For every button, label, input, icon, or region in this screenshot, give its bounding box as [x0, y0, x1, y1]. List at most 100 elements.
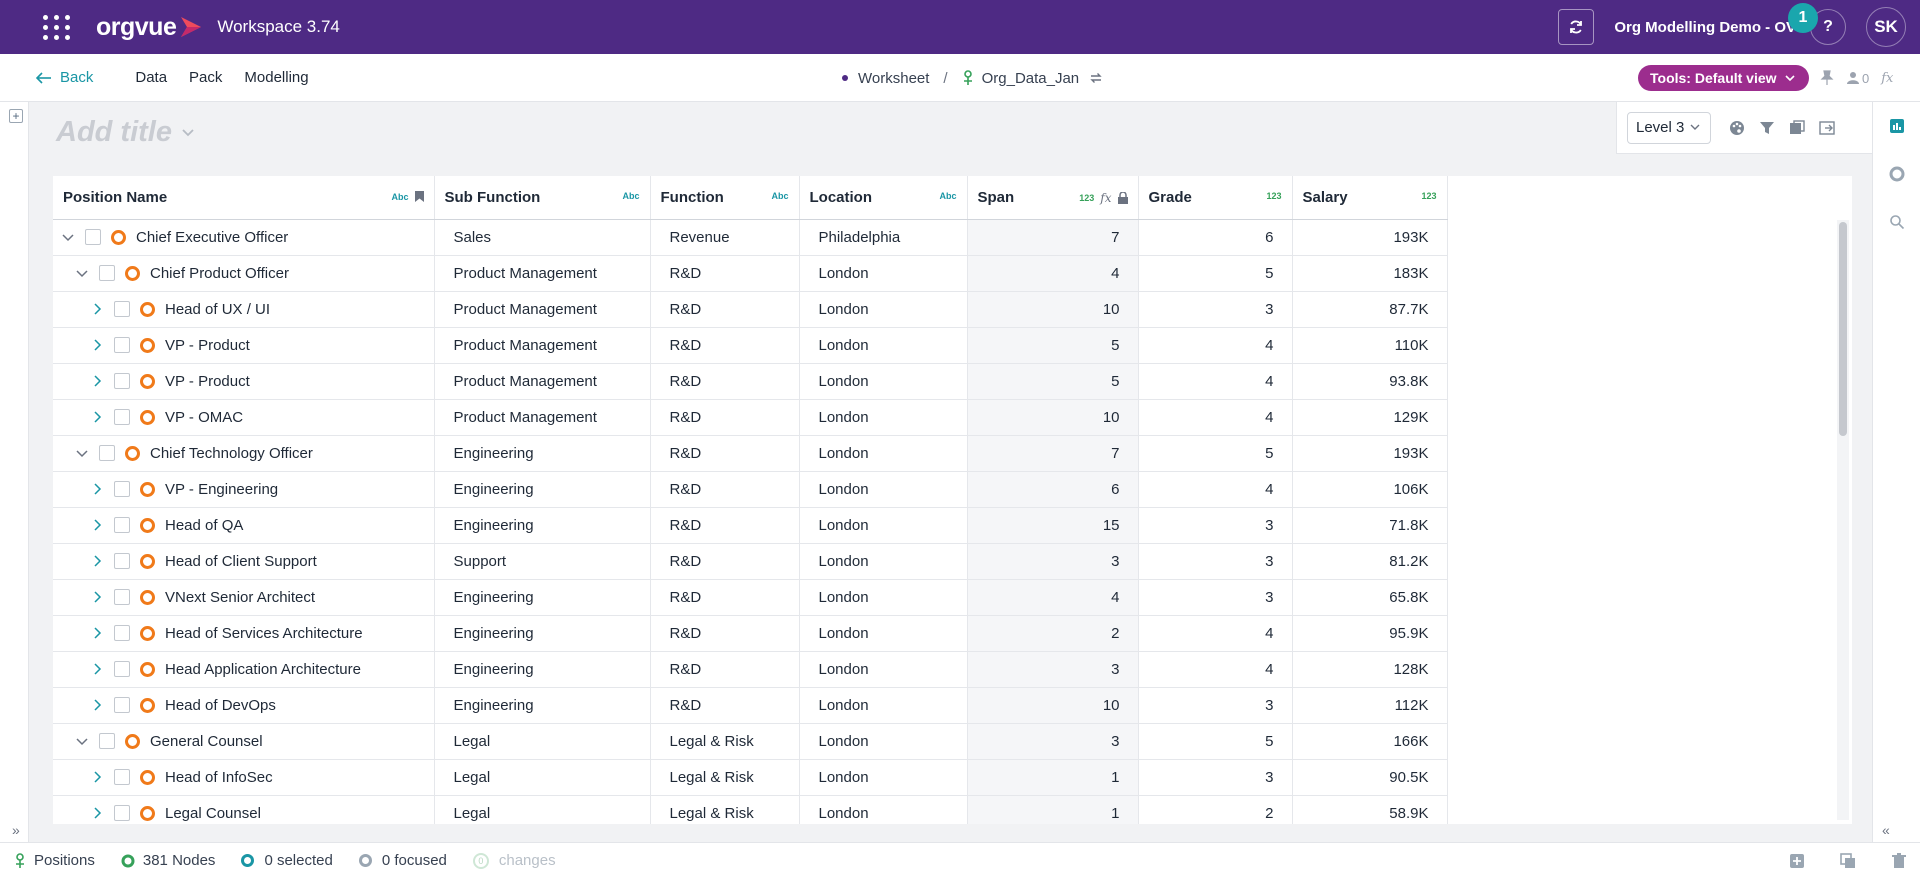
cell-salary[interactable]: 58.9K [1292, 795, 1448, 824]
cell-grade[interactable]: 2 [1138, 795, 1293, 824]
cell-salary[interactable]: 87.7K [1292, 291, 1448, 328]
cell-sub-function[interactable]: Product Management [434, 291, 651, 328]
cell-salary[interactable]: 129K [1292, 399, 1448, 436]
row-checkbox[interactable] [114, 337, 130, 353]
level-select[interactable]: Level 3 [1627, 111, 1711, 144]
chevron-right-icon[interactable] [90, 554, 104, 568]
cell-sub-function[interactable]: Engineering [434, 687, 651, 724]
cell-sub-function[interactable]: Sales [434, 219, 651, 256]
cell-grade[interactable]: 4 [1138, 327, 1293, 364]
back-button[interactable]: Back [36, 69, 93, 86]
table-row[interactable]: Head of QA Engineering R&D London 15 3 71.8K [53, 507, 1448, 544]
cell-function[interactable]: R&D [650, 615, 800, 652]
cell-grade[interactable]: 5 [1138, 255, 1293, 292]
table-row[interactable]: Head Application Architecture Engineering… [53, 651, 1448, 688]
cell-salary[interactable]: 95.9K [1292, 615, 1448, 652]
cell-grade[interactable]: 4 [1138, 615, 1293, 652]
column-header-location[interactable]: Location Abc [799, 176, 968, 220]
cell-location[interactable]: London [799, 471, 968, 508]
cell-salary[interactable]: 166K [1292, 723, 1448, 760]
row-checkbox[interactable] [99, 445, 115, 461]
cell-salary[interactable]: 93.8K [1292, 363, 1448, 400]
cell-grade[interactable]: 4 [1138, 651, 1293, 688]
cell-function[interactable]: R&D [650, 543, 800, 580]
cell-function[interactable]: R&D [650, 687, 800, 724]
chevron-right-icon[interactable] [90, 770, 104, 784]
cell-position-name[interactable]: General Counsel [53, 723, 435, 760]
vertical-scrollbar[interactable] [1837, 220, 1849, 820]
column-header-position-name[interactable]: Position Name Abc [53, 176, 435, 220]
cell-sub-function[interactable]: Product Management [434, 363, 651, 400]
cell-position-name[interactable]: Head of QA [53, 507, 435, 544]
tools-view-dropdown[interactable]: Tools: Default view [1638, 65, 1809, 91]
search-icon[interactable] [1887, 212, 1907, 232]
cell-position-name[interactable]: VP - OMAC [53, 399, 435, 436]
chevron-right-icon[interactable] [90, 410, 104, 424]
cell-grade[interactable]: 3 [1138, 579, 1293, 616]
table-row[interactable]: Legal Counsel Legal Legal & Risk London 1 2 58… [53, 795, 1448, 824]
cell-span[interactable]: 10 [967, 291, 1139, 328]
cell-sub-function[interactable]: Product Management [434, 255, 651, 292]
cell-location[interactable]: London [799, 795, 968, 824]
cell-position-name[interactable]: VP - Product [53, 363, 435, 400]
cell-function[interactable]: R&D [650, 579, 800, 616]
cell-grade[interactable]: 5 [1138, 435, 1293, 472]
cell-salary[interactable]: 128K [1292, 651, 1448, 688]
add-node-icon[interactable] [1790, 854, 1804, 868]
cell-position-name[interactable]: Head Application Architecture [53, 651, 435, 688]
status-focused[interactable]: 0 focused [358, 852, 447, 869]
status-changes[interactable]: 0 changes [472, 852, 556, 869]
row-checkbox[interactable] [114, 553, 130, 569]
cell-salary[interactable]: 65.8K [1292, 579, 1448, 616]
cell-function[interactable]: Legal & Risk [650, 723, 800, 760]
chevron-down-icon[interactable] [75, 734, 89, 748]
chevron-right-icon[interactable] [90, 302, 104, 316]
cell-grade[interactable]: 4 [1138, 471, 1293, 508]
palette-icon[interactable] [1729, 120, 1745, 136]
row-checkbox[interactable] [114, 373, 130, 389]
row-checkbox[interactable] [114, 409, 130, 425]
cell-location[interactable]: Philadelphia [799, 219, 968, 256]
cell-span[interactable]: 10 [967, 399, 1139, 436]
cell-position-name[interactable]: Chief Technology Officer [53, 435, 435, 472]
cell-location[interactable]: London [799, 363, 968, 400]
formula-button[interactable]: fx [1881, 70, 1894, 86]
nav-pack[interactable]: Pack [189, 69, 223, 86]
user-avatar[interactable]: SK [1866, 7, 1906, 47]
cell-location[interactable]: London [799, 651, 968, 688]
cell-location[interactable]: London [799, 759, 968, 796]
cell-sub-function[interactable]: Legal [434, 795, 651, 824]
table-row[interactable]: VP - Product Product Management R&D London 5… [53, 363, 1448, 400]
chevron-right-icon[interactable] [90, 338, 104, 352]
chevron-right-icon[interactable] [90, 374, 104, 388]
cell-span[interactable]: 7 [967, 435, 1139, 472]
cell-location[interactable]: London [799, 543, 968, 580]
table-row[interactable]: VP - Product Product Management R&D London 5… [53, 327, 1448, 364]
cell-salary[interactable]: 183K [1292, 255, 1448, 292]
cell-sub-function[interactable]: Support [434, 543, 651, 580]
column-header-sub-function[interactable]: Sub Function Abc [434, 176, 651, 220]
cell-span[interactable]: 2 [967, 615, 1139, 652]
chevron-right-icon[interactable] [90, 698, 104, 712]
switch-dataset-icon[interactable] [1089, 71, 1103, 85]
chevron-right-icon[interactable] [90, 482, 104, 496]
cell-sub-function[interactable]: Engineering [434, 615, 651, 652]
cell-span[interactable]: 1 [967, 759, 1139, 796]
row-checkbox[interactable] [99, 265, 115, 281]
cell-salary[interactable]: 193K [1292, 219, 1448, 256]
cell-location[interactable]: London [799, 687, 968, 724]
cell-sub-function[interactable]: Product Management [434, 399, 651, 436]
cell-sub-function[interactable]: Engineering [434, 507, 651, 544]
cell-salary[interactable]: 193K [1292, 435, 1448, 472]
cell-function[interactable]: Revenue [650, 219, 800, 256]
table-row[interactable]: Head of Services Architecture Engineering… [53, 615, 1448, 652]
table-row[interactable]: Head of Client Support Support R&D London 3 3… [53, 543, 1448, 580]
cell-grade[interactable]: 4 [1138, 363, 1293, 400]
cell-sub-function[interactable]: Engineering [434, 471, 651, 508]
column-header-grade[interactable]: Grade 123 [1138, 176, 1293, 220]
cell-location[interactable]: London [799, 399, 968, 436]
cell-sub-function[interactable]: Legal [434, 723, 651, 760]
cell-span[interactable]: 5 [967, 363, 1139, 400]
cell-function[interactable]: R&D [650, 291, 800, 328]
cell-span[interactable]: 4 [967, 579, 1139, 616]
